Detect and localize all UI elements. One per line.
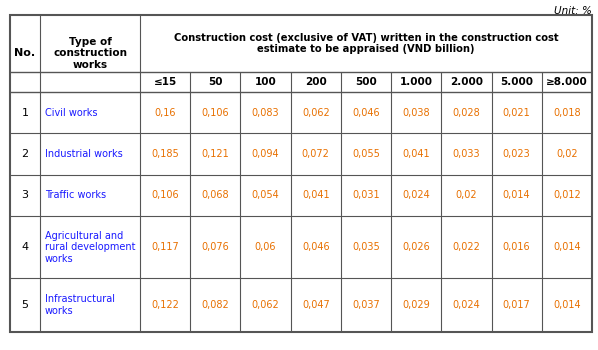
- Text: 0,026: 0,026: [402, 242, 430, 252]
- Text: 0,028: 0,028: [453, 108, 480, 118]
- Text: 0,06: 0,06: [255, 242, 276, 252]
- Text: 0,106: 0,106: [151, 190, 179, 201]
- Text: 0,023: 0,023: [503, 149, 530, 159]
- Text: 0,106: 0,106: [202, 108, 229, 118]
- Text: 3: 3: [22, 190, 29, 201]
- Text: 500: 500: [355, 77, 377, 87]
- Text: 0,017: 0,017: [503, 300, 530, 310]
- Text: 0,041: 0,041: [402, 149, 430, 159]
- Text: 0,185: 0,185: [151, 149, 179, 159]
- Text: 0,038: 0,038: [402, 108, 430, 118]
- Text: 2.000: 2.000: [450, 77, 483, 87]
- Text: 0,041: 0,041: [302, 190, 329, 201]
- Text: 4: 4: [22, 242, 29, 252]
- Text: 0,021: 0,021: [503, 108, 530, 118]
- Text: ≤15: ≤15: [154, 77, 177, 87]
- Text: 0,024: 0,024: [453, 300, 480, 310]
- Text: 0,121: 0,121: [202, 149, 229, 159]
- Text: 0,117: 0,117: [151, 242, 179, 252]
- Text: Unit: %: Unit: %: [554, 6, 592, 16]
- Text: 0,018: 0,018: [553, 108, 581, 118]
- Text: 1: 1: [22, 108, 29, 118]
- Text: ≥8.000: ≥8.000: [546, 77, 588, 87]
- Text: 0,072: 0,072: [302, 149, 329, 159]
- Text: 0,022: 0,022: [453, 242, 480, 252]
- Text: No.: No.: [14, 49, 35, 58]
- Text: 0,012: 0,012: [553, 190, 581, 201]
- Text: 0,054: 0,054: [252, 190, 279, 201]
- Text: 0,016: 0,016: [503, 242, 530, 252]
- Text: Agricultural and
rural development
works: Agricultural and rural development works: [45, 231, 136, 264]
- Text: 0,02: 0,02: [556, 149, 578, 159]
- Text: 1.000: 1.000: [399, 77, 433, 87]
- Text: 0,083: 0,083: [252, 108, 279, 118]
- Text: 0,16: 0,16: [154, 108, 176, 118]
- Text: 0,047: 0,047: [302, 300, 329, 310]
- Text: 0,029: 0,029: [402, 300, 430, 310]
- Text: 5: 5: [22, 300, 29, 310]
- Text: 0,076: 0,076: [202, 242, 229, 252]
- Text: Type of
construction
works: Type of construction works: [53, 37, 127, 70]
- Text: Civil works: Civil works: [45, 108, 97, 118]
- Text: Infrastructural
works: Infrastructural works: [45, 294, 115, 316]
- Text: 0,014: 0,014: [553, 300, 581, 310]
- Text: 0,068: 0,068: [202, 190, 229, 201]
- Text: Construction cost (exclusive of VAT) written in the construction cost
estimate t: Construction cost (exclusive of VAT) wri…: [173, 33, 559, 54]
- Text: 0,02: 0,02: [456, 190, 477, 201]
- Text: 0,055: 0,055: [352, 149, 380, 159]
- Text: 0,046: 0,046: [302, 242, 329, 252]
- Text: 2: 2: [22, 149, 29, 159]
- Text: 200: 200: [305, 77, 327, 87]
- Text: 0,062: 0,062: [302, 108, 329, 118]
- Text: 0,031: 0,031: [352, 190, 380, 201]
- Text: 0,037: 0,037: [352, 300, 380, 310]
- Text: 0,035: 0,035: [352, 242, 380, 252]
- Text: 0,014: 0,014: [553, 242, 581, 252]
- Text: 0,014: 0,014: [503, 190, 530, 201]
- Text: 0,094: 0,094: [252, 149, 279, 159]
- Text: 0,122: 0,122: [151, 300, 179, 310]
- Text: 5.000: 5.000: [500, 77, 533, 87]
- Text: Traffic works: Traffic works: [45, 190, 106, 201]
- Text: 50: 50: [208, 77, 222, 87]
- Text: Industrial works: Industrial works: [45, 149, 123, 159]
- Text: 0,062: 0,062: [252, 300, 279, 310]
- Text: 0,024: 0,024: [402, 190, 430, 201]
- Text: 0,033: 0,033: [453, 149, 480, 159]
- Text: 100: 100: [255, 77, 276, 87]
- Text: 0,046: 0,046: [352, 108, 380, 118]
- Text: 0,082: 0,082: [202, 300, 229, 310]
